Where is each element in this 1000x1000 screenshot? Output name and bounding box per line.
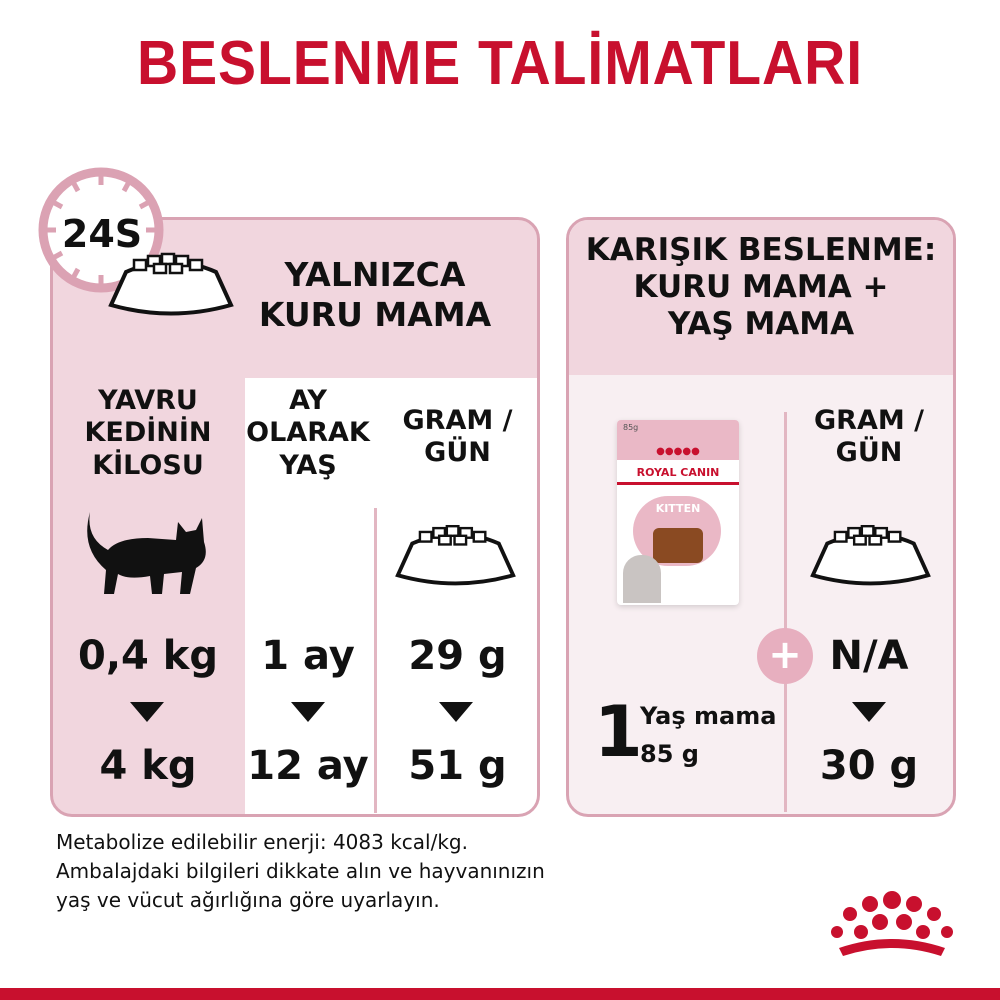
- plus-icon: +: [757, 628, 813, 684]
- wet-count: 1: [594, 691, 643, 773]
- clock-badge-text: 24S: [61, 212, 143, 256]
- age-from: 1 ay: [261, 633, 355, 679]
- heading-line: KURU MAMA: [258, 294, 492, 334]
- kitten-silhouette-icon: [87, 512, 206, 594]
- dry-only-heading: YALNIZCA KURU MAMA: [230, 255, 520, 334]
- note-line: yaş ve vücut ağırlığına göre uyarlayın.: [56, 888, 440, 912]
- mixed-gram-to: 30 g: [819, 743, 919, 789]
- food-bowl-icon: [810, 524, 931, 586]
- white-columns-bg: [245, 378, 537, 814]
- wet-label: Yaş mama: [640, 702, 777, 730]
- heading-line: YAŞ MAMA: [667, 306, 855, 343]
- weight-from: 0,4 kg: [77, 633, 219, 679]
- header-line: YAVRU: [98, 385, 198, 416]
- pouch-product: KITTEN: [655, 502, 701, 515]
- pouch-brand: ROYAL CANIN: [636, 466, 720, 479]
- bottom-brand-bar: [0, 988, 1000, 1000]
- weight-to: 4 kg: [99, 743, 197, 789]
- mixed-header-bg: [569, 220, 953, 375]
- page-title: BESLENME TALİMATLARI: [136, 29, 864, 98]
- feeding-notes: Metabolize edilebilir enerji: 4083 kcal/…: [56, 828, 545, 915]
- header-line: GÜN: [424, 437, 491, 469]
- arrow-down-icon: [852, 702, 886, 722]
- header-line: YAŞ: [279, 449, 337, 481]
- heading-line: KURU MAMA +: [633, 269, 889, 306]
- header-line: AY: [289, 385, 327, 416]
- crown-icon: ●●●●●: [656, 446, 700, 457]
- note-line: Metabolize edilebilir enerji: 4083 kcal/…: [56, 830, 468, 854]
- column-header-gram: GRAM / GÜN: [375, 405, 540, 470]
- gram-header: GRAM / GÜN: [785, 405, 953, 470]
- heading-line: KARIŞIK BESLENME:: [585, 232, 937, 268]
- mixed-heading: KARIŞIK BESLENME: KURU MAMA + YAŞ MAMA: [566, 232, 956, 344]
- food-bowl-icon: [108, 252, 234, 316]
- arrow-down-icon: [291, 702, 325, 722]
- header-line: GÜN: [835, 437, 903, 469]
- age-to: 12 ay: [247, 743, 369, 789]
- pouch-weight: 85g: [623, 423, 639, 432]
- arrow-down-icon: [439, 702, 473, 722]
- note-line: Ambalajdaki bilgileri dikkate alın ve ha…: [56, 859, 545, 883]
- header-line: KEDİNİN: [84, 417, 212, 449]
- header-line: KİLOSU: [92, 449, 204, 481]
- gram-to: 51 g: [408, 743, 507, 789]
- heading-line: YALNIZCA: [284, 255, 466, 294]
- mixed-gram-from: N/A: [829, 633, 909, 679]
- gram-from: 29 g: [408, 633, 507, 679]
- food-bowl-icon: [395, 524, 516, 586]
- clock-icon: [38, 167, 164, 293]
- header-line: OLARAK: [246, 417, 370, 449]
- column-divider: [784, 412, 787, 812]
- product-pouch-image: 85g ●●●●● ROYAL CANIN KITTEN: [617, 420, 739, 605]
- wet-weight: 85 g: [640, 740, 699, 768]
- column-divider: [374, 508, 377, 813]
- column-header-weight: YAVRU KEDİNİN KİLOSU: [53, 385, 243, 482]
- royal-canin-crown-logo: [831, 891, 953, 956]
- arrow-down-icon: [130, 702, 164, 722]
- header-line: GRAM /: [402, 405, 513, 436]
- header-line: GRAM /: [814, 405, 924, 436]
- column-header-age: AY OLARAK YAŞ: [243, 385, 373, 482]
